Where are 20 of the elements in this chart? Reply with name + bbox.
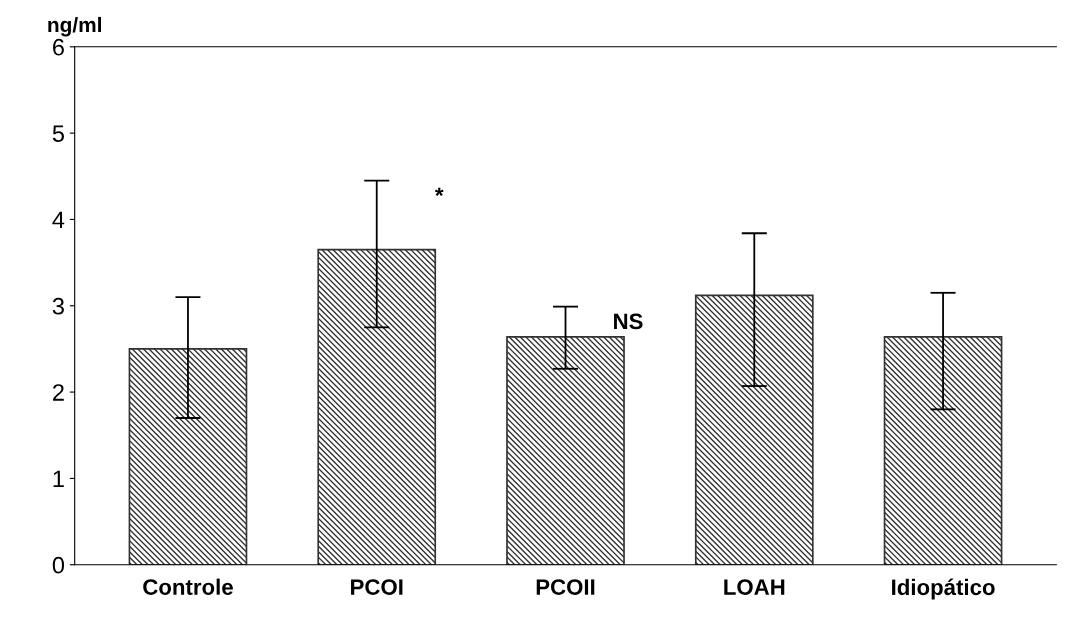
bar (694, 294, 814, 565)
y-tick-label: 0 (52, 556, 65, 574)
annotation: * (434, 187, 444, 196)
y-axis-title: ng/ml (48, 16, 101, 37)
x-tick-label: PCOI (351, 579, 403, 595)
y-tick-label: 6 (53, 38, 64, 56)
annotation: NS (614, 313, 643, 330)
y-tick-label: 4 (52, 211, 65, 228)
y-tick-label: 3 (52, 297, 64, 315)
x-tick-label: LOAH (724, 579, 785, 595)
x-tick-label: Controle (143, 578, 233, 595)
bar (317, 248, 437, 565)
y-tick-label: 1 (53, 470, 64, 487)
y-tick-label: 2 (53, 384, 64, 401)
bar (506, 336, 625, 565)
bar (883, 336, 1003, 565)
x-tick-label: PCOII (536, 579, 595, 595)
x-tick-label: Idiopático (892, 578, 995, 600)
bar (128, 348, 248, 565)
y-tick-label: 5 (52, 125, 64, 142)
